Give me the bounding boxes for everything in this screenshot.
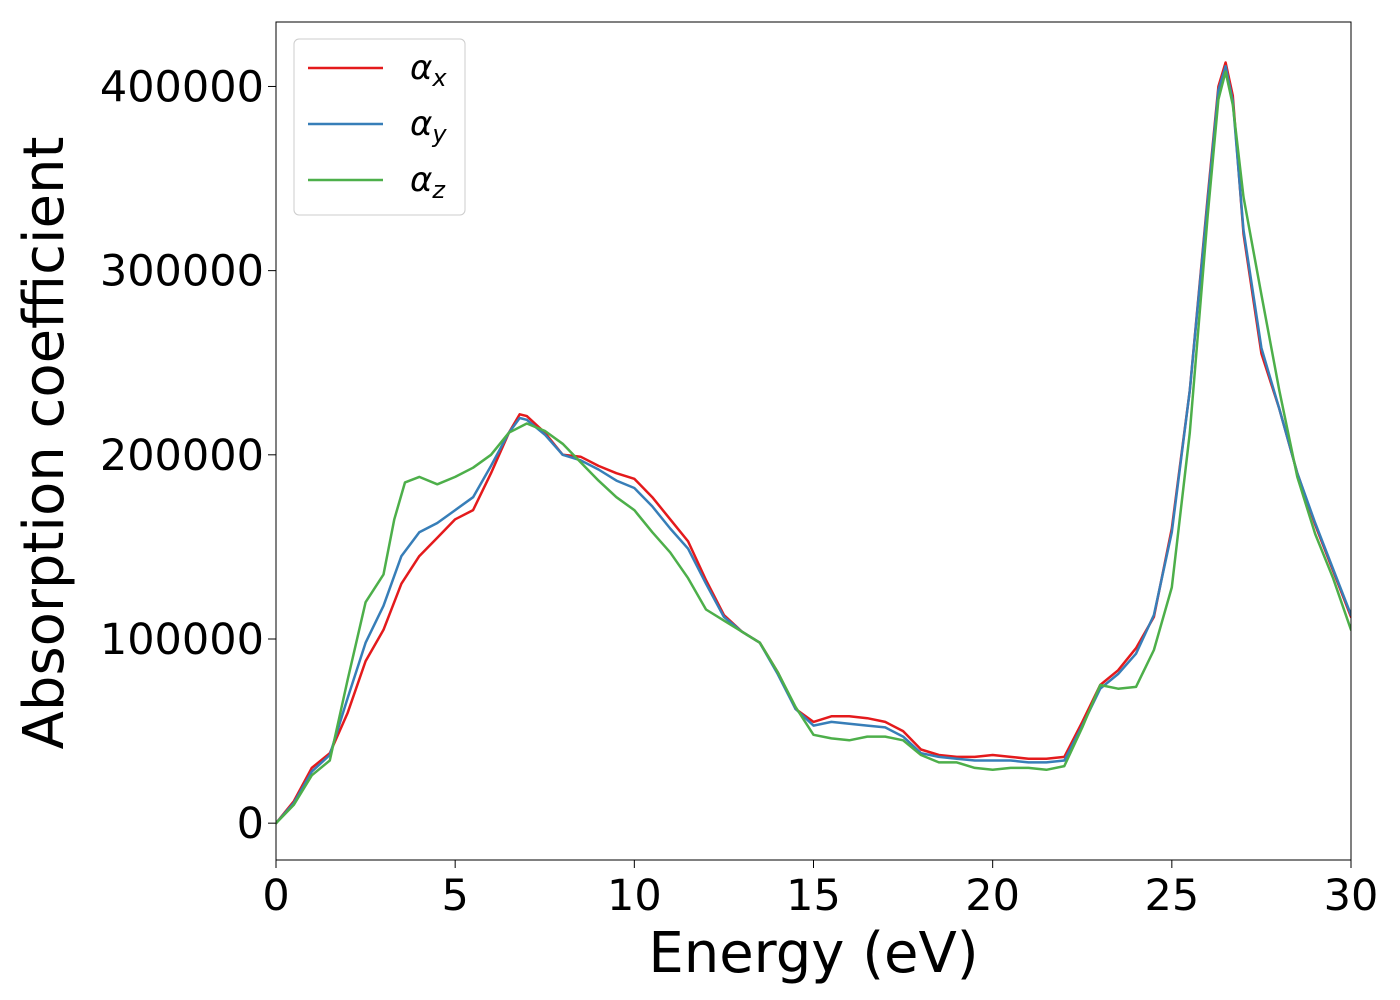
x-tick-label: 10 xyxy=(607,871,662,921)
x-axis-label: Energy (eV) xyxy=(648,921,978,986)
y-tick-label: 100000 xyxy=(100,615,264,665)
y-axis: 0 100000 200000 300000 400000 xyxy=(100,62,276,849)
y-tick-label: 400000 xyxy=(100,62,264,112)
x-tick-label: 0 xyxy=(262,871,289,921)
legend-label-y: αy xyxy=(410,104,447,148)
x-tick-label: 5 xyxy=(441,871,468,921)
legend-label-z: αz xyxy=(410,160,446,204)
series-line-y xyxy=(276,64,1351,825)
x-tick-label: 20 xyxy=(965,871,1020,921)
x-axis: 0 5 10 15 20 25 30 xyxy=(262,860,1378,921)
y-tick-label: 200000 xyxy=(100,431,264,481)
y-axis-label: Absorption coefficient xyxy=(12,137,77,750)
legend: αx αy αz xyxy=(293,38,466,216)
x-tick-label: 15 xyxy=(786,871,841,921)
legend-label-x: αx xyxy=(410,48,447,92)
x-tick-label: 30 xyxy=(1324,871,1379,921)
x-tick-label: 25 xyxy=(1144,871,1199,921)
y-tick-label: 300000 xyxy=(100,247,264,297)
plot-lines xyxy=(276,61,1351,825)
series-line-z xyxy=(276,70,1351,825)
legend-box xyxy=(293,38,466,216)
y-tick-label: 0 xyxy=(237,799,264,849)
